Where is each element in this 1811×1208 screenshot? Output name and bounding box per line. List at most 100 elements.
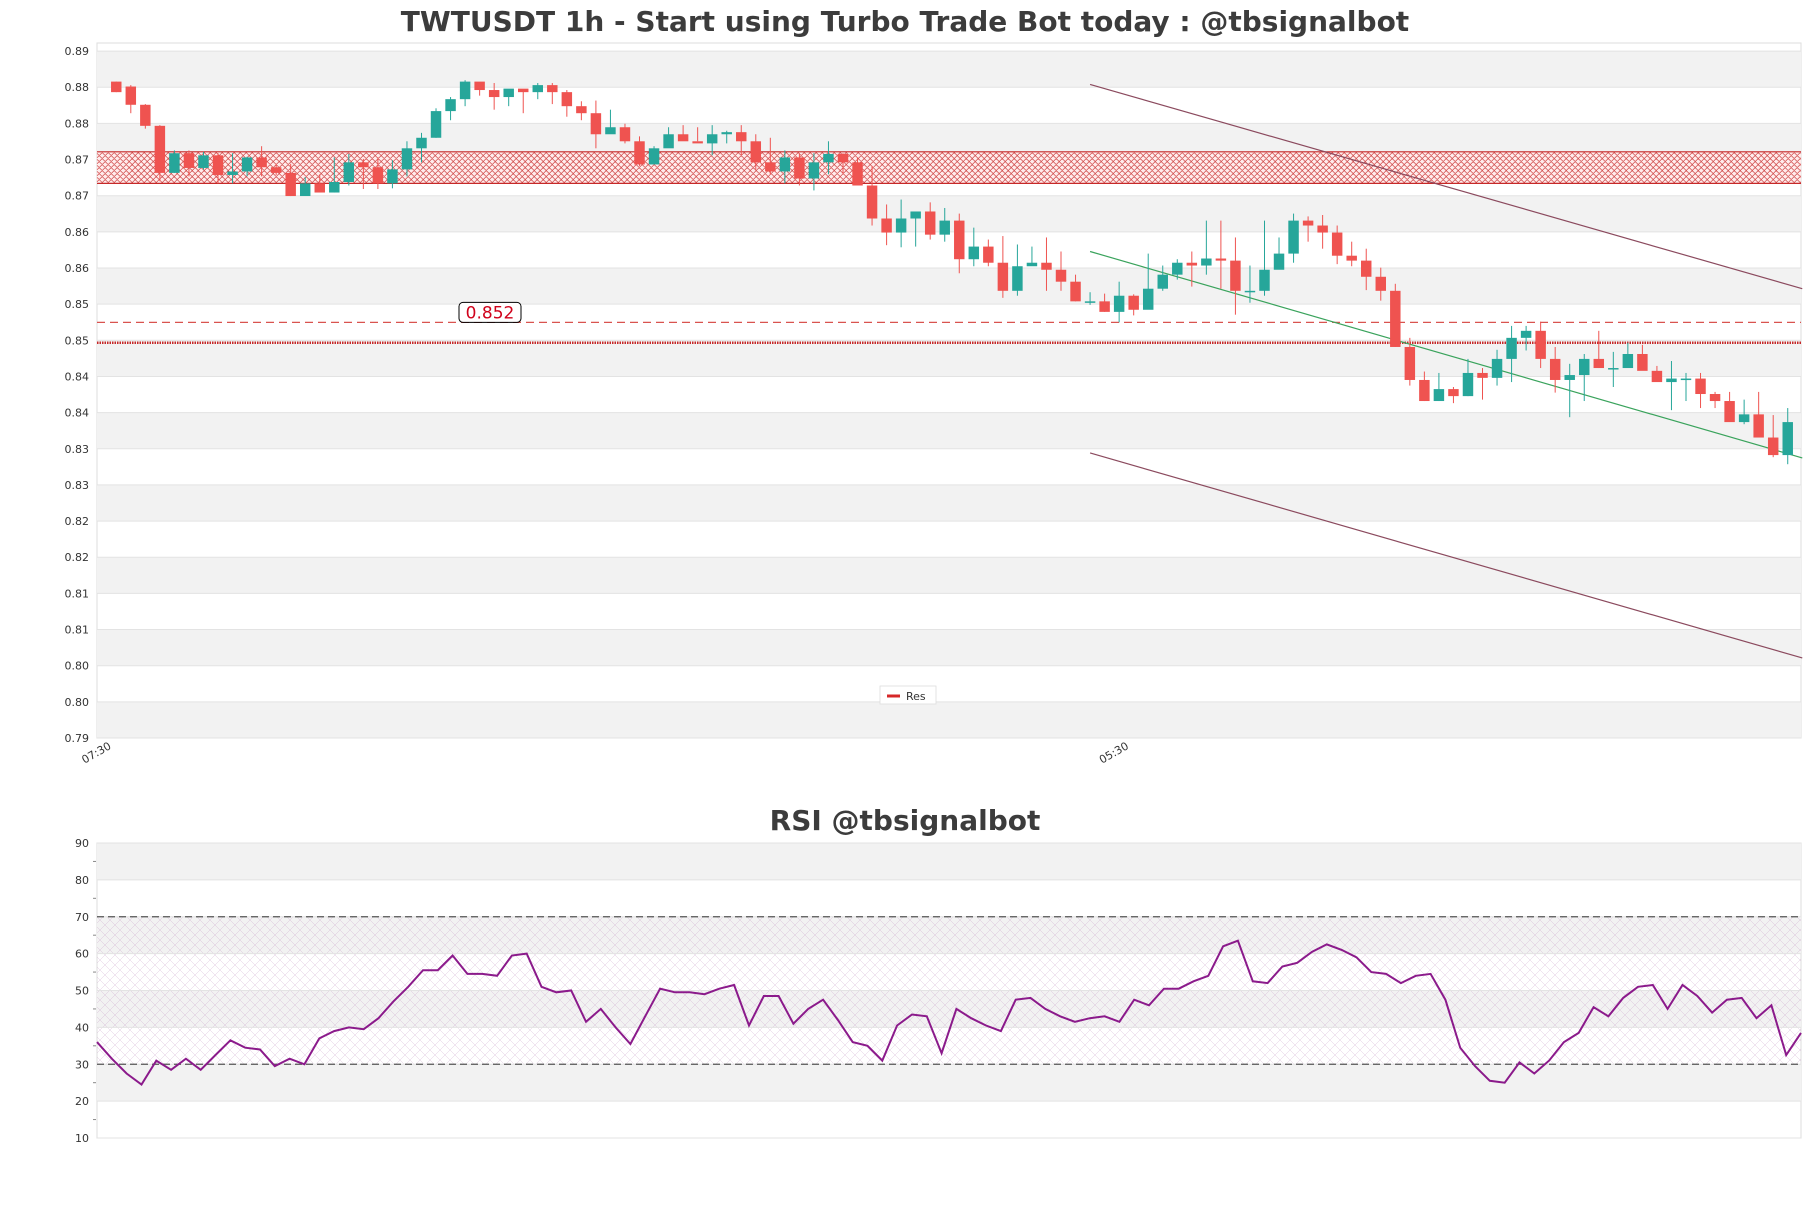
candle	[488, 83, 500, 110]
price-tick-label: 0.84	[65, 370, 90, 383]
candle-body	[750, 141, 762, 163]
candle-body	[198, 155, 209, 168]
candle-body	[111, 81, 122, 93]
candle-body	[1012, 266, 1023, 291]
candle-body	[1099, 301, 1110, 312]
candle-body	[1375, 276, 1386, 291]
candle-body	[358, 162, 369, 168]
rsi-grid-band	[97, 843, 1801, 880]
candle	[1404, 337, 1416, 386]
candle-body	[1055, 269, 1067, 282]
price-tick-label: 0.80	[65, 660, 90, 673]
candle-body	[1331, 232, 1343, 256]
candle	[372, 157, 384, 190]
candle-body	[547, 85, 558, 93]
candle-body	[372, 167, 384, 184]
candle	[663, 127, 674, 149]
candle	[343, 153, 355, 186]
price-chart-title: TWTUSDT 1h - Start using Turbo Trade Bot…	[401, 5, 1409, 38]
candle	[1244, 265, 1256, 303]
candle-body	[997, 262, 1009, 291]
rsi-series-line	[96, 939, 1802, 1086]
candle	[1070, 274, 1081, 302]
price-grid-band	[97, 267, 1801, 305]
candle	[518, 88, 529, 114]
candle	[1390, 283, 1401, 347]
candle	[1230, 237, 1241, 315]
candle-body	[1753, 414, 1764, 438]
price-tick-label: 0.86	[65, 262, 90, 275]
candle	[1767, 415, 1779, 458]
candle-body	[1695, 378, 1706, 395]
candle-body	[1608, 368, 1619, 370]
candle-body	[241, 157, 253, 172]
rsi-axis-ticks: 10 20 30 40 50 60 70 80 90	[75, 837, 96, 1145]
price-tick-label: 0.79	[65, 732, 90, 745]
candle	[837, 153, 849, 175]
candle	[1666, 361, 1677, 411]
candle	[1026, 246, 1038, 267]
candle	[779, 150, 791, 184]
candle	[1695, 372, 1706, 409]
candle	[648, 146, 660, 165]
candle	[256, 146, 267, 177]
candle	[1462, 358, 1474, 397]
price-tick-label: 0.80	[65, 696, 90, 709]
candle	[387, 160, 398, 189]
candle-body	[779, 157, 791, 172]
candle-body	[1433, 389, 1445, 402]
price-label-box: 0.852	[458, 301, 522, 323]
price-axis-ticks: 0.79 0.80 0.80 0.81 0.81 0.82 0.82 0.83 0.83 0.84…	[65, 45, 90, 745]
candle	[677, 125, 689, 142]
candle-body	[125, 86, 137, 105]
candle	[1579, 353, 1590, 402]
candle	[619, 123, 631, 144]
candle-body	[1273, 253, 1285, 270]
candle	[430, 108, 442, 138]
candle	[706, 125, 718, 156]
candle-body	[1564, 375, 1575, 380]
candle-body	[881, 218, 892, 233]
candle	[561, 90, 573, 117]
candle-body	[1404, 346, 1416, 380]
candle-body	[1506, 337, 1517, 359]
candle	[1157, 265, 1168, 291]
candle	[1099, 293, 1110, 312]
candle-body	[1680, 378, 1692, 381]
candle-body	[416, 137, 427, 149]
candle	[459, 80, 471, 107]
candle-body	[474, 81, 485, 91]
candle	[634, 136, 645, 166]
trend-channel-lines	[1089, 83, 1803, 659]
channel-lower-line	[1089, 452, 1803, 659]
candle	[1375, 267, 1386, 301]
candle-body	[1026, 262, 1038, 267]
rsi-chart: RSI @tbsignalbot 10 20 30 40 50 60 70 80 90	[75, 804, 1802, 1145]
rsi-tick-label: 80	[75, 874, 89, 887]
candle	[1419, 371, 1430, 402]
candle-body	[721, 132, 732, 135]
candle	[1259, 220, 1270, 296]
candle	[1680, 372, 1692, 402]
candle-body	[154, 125, 166, 173]
trend-line	[1089, 250, 1803, 459]
price-tick-label: 0.84	[65, 407, 90, 420]
candle-body	[605, 127, 616, 135]
candle	[154, 125, 166, 182]
candle-body	[270, 167, 282, 173]
candle	[140, 104, 151, 129]
candle-body	[1535, 330, 1546, 359]
candle	[997, 236, 1009, 298]
candle-body	[1128, 295, 1139, 310]
candle-body	[1230, 260, 1241, 291]
candle	[198, 151, 209, 170]
candle	[285, 163, 296, 197]
rsi-tick-label: 20	[75, 1095, 89, 1108]
candle-body	[1462, 372, 1474, 397]
candle-body	[314, 183, 325, 193]
candle-body	[634, 141, 645, 165]
candle-body	[1622, 353, 1634, 369]
candle	[1273, 237, 1285, 270]
candle	[866, 165, 878, 226]
candle	[939, 207, 950, 242]
